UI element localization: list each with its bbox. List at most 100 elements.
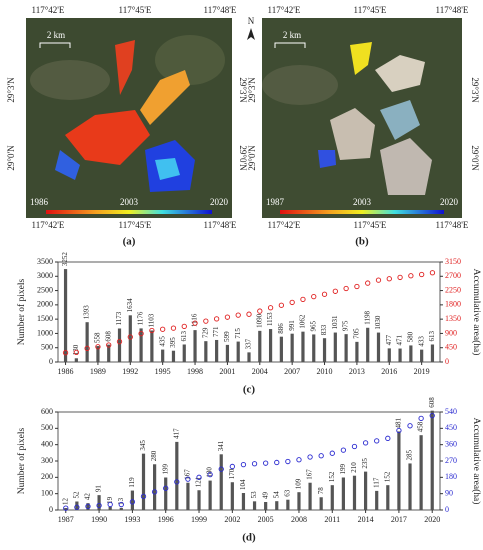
accumulative-point xyxy=(307,454,313,460)
terrain xyxy=(155,35,225,85)
value-label: 152 xyxy=(328,471,336,482)
accumulative-point xyxy=(300,296,306,303)
bar xyxy=(375,490,379,510)
bar xyxy=(74,358,78,362)
value-label: 886 xyxy=(277,323,285,334)
y2-tick-label: 90 xyxy=(445,488,453,497)
terrain xyxy=(262,65,338,105)
bar xyxy=(108,506,112,510)
bar xyxy=(312,334,316,362)
value-label: 345 xyxy=(139,440,147,451)
bar xyxy=(219,454,223,510)
y2-axis-label: Accumulative area(ha) xyxy=(471,269,482,356)
x-tick-label: 2008 xyxy=(291,515,307,524)
bar xyxy=(197,490,201,510)
accumulative-point xyxy=(107,501,113,508)
value-label: 1393 xyxy=(83,305,91,320)
value-label: 91 xyxy=(95,485,103,493)
bar xyxy=(308,482,312,510)
x-tick-label: 2017 xyxy=(391,515,407,524)
accumulative-point xyxy=(235,312,241,318)
value-label: 705 xyxy=(353,328,361,339)
value-label: 49 xyxy=(261,491,269,499)
accumulative-point xyxy=(251,461,258,467)
accumulative-point xyxy=(311,293,317,300)
value-label: 1090 xyxy=(255,313,263,328)
y2-tick-label: 2700 xyxy=(445,271,461,280)
value-label: 433 xyxy=(417,336,425,347)
y2-tick-label: 270 xyxy=(445,456,457,465)
y-tick-label: 0 xyxy=(49,357,53,366)
bar xyxy=(330,485,334,510)
value-label: 771 xyxy=(212,326,220,337)
accumulative-point xyxy=(332,288,338,294)
x-tick-label: 1990 xyxy=(91,515,107,524)
y-tick-label: 400 xyxy=(41,439,53,448)
bar xyxy=(275,501,279,510)
bar xyxy=(75,501,79,510)
bar xyxy=(117,328,122,362)
value-label: 1031 xyxy=(331,315,339,330)
accumulative-point xyxy=(362,440,369,446)
x-tick-label: 1996 xyxy=(158,515,174,524)
value-label: 481 xyxy=(395,417,403,428)
y-tick-label: 3000 xyxy=(37,271,53,280)
accumulative-point xyxy=(203,318,209,324)
accumulative-point xyxy=(321,291,328,297)
value-label: 975 xyxy=(342,320,350,331)
x-tick-label: 1989 xyxy=(90,367,106,376)
longitude-label: 117°48'E xyxy=(204,220,237,230)
value-label: 1030 xyxy=(374,315,382,330)
value-label: 458 xyxy=(417,421,425,432)
value-label: 152 xyxy=(383,471,391,482)
value-label: 167 xyxy=(184,469,192,480)
x-tick-label: 2014 xyxy=(358,515,374,524)
bar xyxy=(107,344,111,362)
bar xyxy=(387,348,391,362)
bar xyxy=(290,333,294,362)
bar xyxy=(430,410,434,510)
bar xyxy=(408,463,412,510)
value-label: 42 xyxy=(84,493,92,501)
legend-label: 2003 xyxy=(120,197,139,207)
y-tick-label: 100 xyxy=(41,488,53,497)
value-label: 199 xyxy=(161,463,169,474)
value-label: 78 xyxy=(317,487,325,495)
longitude-label: 117°42'E xyxy=(268,5,301,15)
value-label: 285 xyxy=(406,449,414,460)
accumulative-point xyxy=(207,471,213,478)
accumulative-point xyxy=(85,503,91,510)
accumulative-point xyxy=(127,334,133,340)
value-label: 599 xyxy=(223,331,231,342)
accumulative-point xyxy=(246,311,252,317)
latitude-label: 29°0'N xyxy=(6,145,16,171)
value-label: 729 xyxy=(201,327,209,338)
x-tick-label: 1993 xyxy=(124,515,140,524)
latitude-label: 29°0'N xyxy=(238,145,248,171)
y-axis-label: Number of pixels xyxy=(16,427,27,494)
bar xyxy=(268,329,273,362)
value-label: 1153 xyxy=(266,312,274,326)
value-label: 341 xyxy=(217,440,225,451)
bar xyxy=(258,330,262,362)
value-label: 1173 xyxy=(115,311,123,325)
value-label: 170 xyxy=(228,468,236,479)
x-tick-label: 1992 xyxy=(122,367,138,376)
panel-label: (c) xyxy=(243,384,256,396)
x-tick-label: 2019 xyxy=(414,367,430,376)
value-label: 477 xyxy=(385,334,393,345)
accumulative-point xyxy=(285,458,291,465)
bar xyxy=(161,349,165,362)
accumulative-point xyxy=(257,308,263,314)
tailings xyxy=(375,55,425,92)
y2-tick-label: 180 xyxy=(445,472,457,481)
y-tick-label: 2500 xyxy=(37,285,53,294)
longitude-label: 117°42'E xyxy=(32,5,65,15)
longitude-label: 117°45'E xyxy=(119,220,152,230)
accumulative-point xyxy=(196,474,202,480)
accumulative-point xyxy=(296,457,302,463)
y2-tick-label: 540 xyxy=(445,407,457,416)
color-bar xyxy=(46,210,212,214)
legend-label: 2003 xyxy=(353,197,372,207)
